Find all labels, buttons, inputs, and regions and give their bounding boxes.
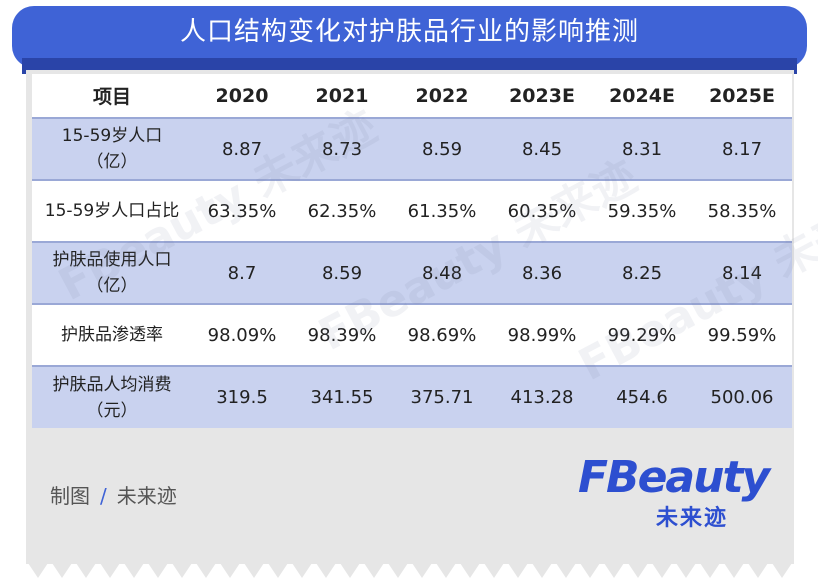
table-cell: 8.59 [421,138,463,160]
table-cell: 98.99% [507,324,577,346]
table-row: 护肤品人均消费 （元） 319.5 341.55 375.71 413.28 454.6 5… [32,366,792,428]
header-2022: 2022 [415,84,469,107]
table-cell: 58.35% [707,200,777,222]
header-2020: 2020 [215,84,269,107]
row-label: 15-59岁人口占比 [44,201,180,221]
table-cell: 8.17 [721,138,763,160]
header-item: 项目 [92,86,131,108]
table-cell: 98.39% [307,324,377,346]
table-card [26,70,794,564]
table-cell: 98.69% [407,324,477,346]
table-row: 护肤品使用人口 （亿） 8.7 8.59 8.48 8.36 8.25 8.14 [32,242,792,304]
table-cell: 454.6 [616,387,668,408]
page-title: 人口结构变化对护肤品行业的影响推测 [179,17,639,47]
row-label: 护肤品使用人口 （亿） [52,250,172,296]
credit-slash: / [100,484,107,508]
table-cell: 61.35% [407,200,477,222]
table-row: 15-59岁人口占比 63.35% 62.35% 61.35% 60.35% 59.35%… [32,180,792,242]
table-cell: 99.29% [607,324,677,346]
table-header-row: 项目 2020 2021 2022 2023E 2024E 2025E [32,74,792,118]
row-label: 护肤品渗透率 [61,325,163,345]
table-cell: 8.48 [421,262,463,284]
header-2021: 2021 [315,84,369,107]
table-cell: 319.5 [216,387,268,408]
table-cell: 8.73 [321,138,363,160]
table-cell: 8.14 [721,262,763,284]
table-cell: 8.31 [621,138,663,160]
table-cell: 8.7 [227,262,257,284]
table-cell: 59.35% [607,200,677,222]
credit-label: 制图 [50,484,90,508]
credit-name: 未来迹 [116,484,177,508]
table-cell: 8.59 [321,262,363,284]
header-2023e: 2023E [509,84,575,107]
table-cell: 413.28 [510,387,574,408]
table-cell: 99.59% [707,324,777,346]
table-row: 15-59岁人口 （亿） 8.87 8.73 8.59 8.45 8.31 8.17 [32,118,792,180]
fbeauty-logo: FBeauty 未来迹 [578,452,774,532]
table-cell: 98.09% [207,324,277,346]
logo-sub: 未来迹 [656,506,729,531]
table-cell: 60.35% [507,200,577,222]
row-label: 15-59岁人口 （亿） [61,126,163,172]
table-cell: 8.36 [521,262,563,284]
table-cell: 8.87 [221,138,263,160]
header-2025e: 2025E [709,84,775,107]
table-cell: 341.55 [310,387,374,408]
table-cell: 375.71 [410,387,474,408]
table-row: 护肤品渗透率 98.09% 98.39% 98.69% 98.99% 99.29% 99.5… [32,304,792,366]
header-2024e: 2024E [609,84,675,107]
title-banner: 人口结构变化对护肤品行业的影响推测 [12,6,807,68]
table-cell: 500.06 [710,387,774,408]
logo-word: FBeauty [578,452,770,503]
table-cell: 8.45 [521,138,563,160]
row-label: 护肤品人均消费 （元） [52,374,172,421]
data-table: 项目 2020 2021 2022 2023E 2024E 2025E 15-5… [32,74,792,428]
table-cell: 8.25 [621,262,663,284]
table-cell: 63.35% [207,200,277,222]
sawtooth-edge [26,560,794,578]
table-cell: 62.35% [307,200,377,222]
credit-line: 制图 / 未来迹 [50,480,177,509]
